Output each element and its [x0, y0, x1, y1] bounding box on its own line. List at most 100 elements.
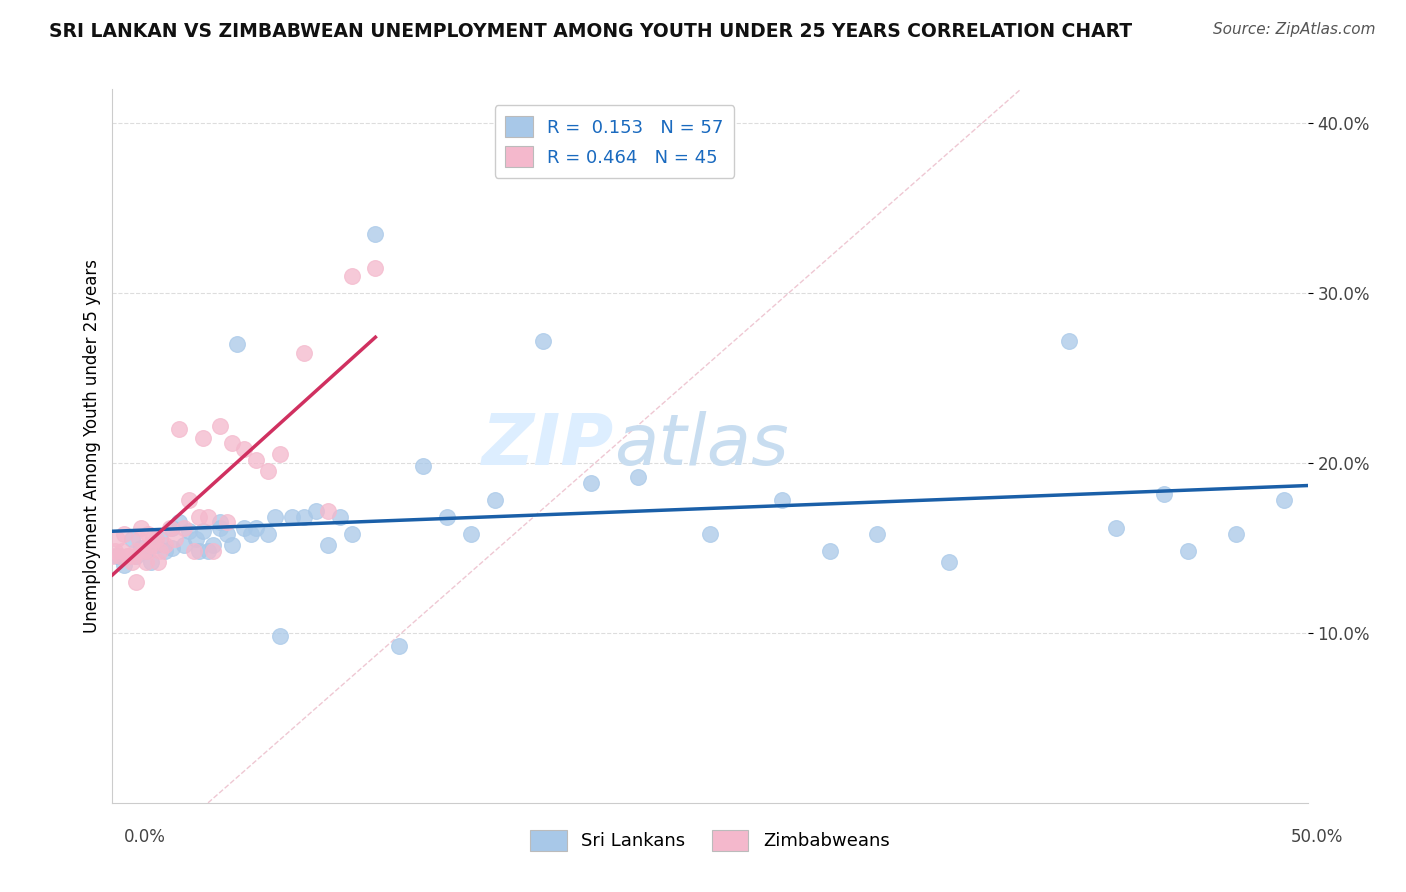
Point — [699, 527, 721, 541]
Point — [193, 430, 215, 444]
Point — [149, 544, 172, 558]
Point — [186, 533, 208, 547]
Point — [183, 544, 205, 558]
Text: ZIP: ZIP — [482, 411, 614, 481]
Point — [187, 544, 209, 558]
Point — [145, 533, 167, 547]
Point — [177, 493, 200, 508]
Point — [177, 524, 200, 538]
Point — [264, 510, 287, 524]
Point — [118, 549, 141, 564]
Point — [233, 442, 256, 457]
Point — [217, 527, 239, 541]
Point — [114, 558, 135, 572]
Point — [627, 469, 650, 483]
Point — [484, 493, 506, 508]
Point — [245, 520, 267, 534]
Point — [257, 527, 280, 541]
Point — [146, 555, 169, 569]
Point — [217, 516, 239, 530]
Point — [153, 537, 176, 551]
Point — [135, 544, 157, 558]
Point — [281, 510, 304, 524]
Point — [292, 345, 315, 359]
Text: SRI LANKAN VS ZIMBABWEAN UNEMPLOYMENT AMONG YOUTH UNDER 25 YEARS CORRELATION CHA: SRI LANKAN VS ZIMBABWEAN UNEMPLOYMENT AM… — [49, 22, 1132, 41]
Point — [412, 459, 434, 474]
Point — [129, 541, 152, 555]
Point — [221, 435, 243, 450]
Point — [169, 516, 191, 530]
Point — [125, 574, 148, 589]
Point — [1057, 334, 1080, 348]
Y-axis label: Unemployment Among Youth under 25 years: Unemployment Among Youth under 25 years — [83, 259, 101, 633]
Point — [159, 520, 181, 534]
Point — [818, 544, 841, 558]
Point — [209, 520, 232, 534]
Point — [193, 524, 215, 538]
Point — [173, 537, 195, 551]
Point — [129, 520, 152, 534]
Point — [187, 510, 209, 524]
Point — [132, 544, 155, 558]
Point — [1105, 520, 1128, 534]
Point — [163, 533, 186, 547]
Point — [531, 334, 554, 348]
Point — [139, 537, 162, 551]
Point — [269, 448, 291, 462]
Point — [1153, 486, 1175, 500]
Text: Source: ZipAtlas.com: Source: ZipAtlas.com — [1212, 22, 1375, 37]
Point — [233, 520, 256, 534]
Point — [145, 537, 167, 551]
Point — [104, 544, 127, 558]
Point — [388, 640, 411, 654]
Point — [142, 533, 165, 547]
Point — [201, 544, 224, 558]
Point — [1177, 544, 1199, 558]
Point — [579, 476, 602, 491]
Point — [173, 520, 195, 534]
Point — [292, 510, 315, 524]
Point — [128, 533, 150, 547]
Point — [316, 537, 339, 551]
Point — [114, 527, 135, 541]
Point — [770, 493, 793, 508]
Point — [1272, 493, 1295, 508]
Point — [460, 527, 482, 541]
Point — [201, 537, 224, 551]
Point — [197, 510, 219, 524]
Text: 50.0%: 50.0% — [1291, 828, 1343, 846]
Text: 0.0%: 0.0% — [124, 828, 166, 846]
Point — [125, 549, 148, 564]
Point — [108, 549, 131, 564]
Point — [221, 537, 243, 551]
Point — [153, 544, 176, 558]
Point — [111, 544, 134, 558]
Point — [162, 541, 183, 555]
Point — [105, 533, 128, 547]
Point — [257, 465, 280, 479]
Point — [1225, 527, 1247, 541]
Point — [169, 422, 191, 436]
Point — [436, 510, 458, 524]
Point — [225, 337, 247, 351]
Point — [240, 527, 263, 541]
Point — [329, 510, 352, 524]
Point — [209, 516, 232, 530]
Point — [135, 555, 157, 569]
Point — [316, 503, 339, 517]
Point — [122, 549, 145, 564]
Point — [149, 533, 172, 547]
Point — [138, 544, 160, 558]
Point — [364, 260, 387, 275]
Point — [197, 544, 219, 558]
Point — [209, 418, 232, 433]
Point — [340, 527, 363, 541]
Point — [125, 544, 148, 558]
Point — [269, 629, 291, 643]
Point — [162, 520, 183, 534]
Point — [138, 527, 160, 541]
Point — [340, 269, 363, 284]
Point — [105, 549, 128, 564]
Point — [121, 555, 143, 569]
Text: atlas: atlas — [614, 411, 789, 481]
